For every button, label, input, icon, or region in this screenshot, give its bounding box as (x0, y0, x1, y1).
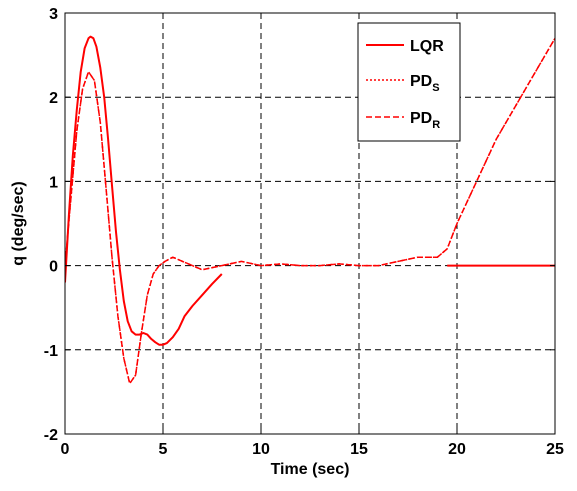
series-layer (65, 35, 555, 385)
x-tick-label: 0 (61, 441, 70, 458)
legend-label-main: PD (410, 73, 432, 90)
plot-background (65, 13, 555, 434)
series-line-pdr (65, 37, 555, 385)
x-tick-label: 5 (159, 441, 168, 458)
x-tick-label: 20 (448, 441, 466, 458)
series-line-lqr (65, 35, 223, 346)
plot-frame (64, 12, 556, 435)
legend-label-subscript: R (432, 119, 440, 131)
legend-label-pdr: PDR (410, 110, 440, 131)
legend-label-lqr: LQR (410, 38, 444, 55)
y-tick-label: -1 (44, 343, 58, 360)
ticks: 0 5 10 15 20 25 -2 -1 0 1 2 3 (44, 6, 564, 458)
y-axis-title: q (deg/sec) (10, 181, 27, 265)
legend-label-subscript: S (432, 82, 439, 94)
x-tick-label: 10 (252, 441, 270, 458)
x-tick-label: 15 (350, 441, 368, 458)
x-tick-label: 25 (546, 441, 564, 458)
x-axis-title: Time (sec) (271, 461, 350, 478)
legend-label-main: LQR (410, 38, 444, 55)
y-tick-label: 0 (49, 259, 58, 276)
legend-label-pds: PDS (410, 73, 440, 94)
legend-box (357, 22, 461, 142)
y-tick-label: 1 (49, 174, 58, 191)
legend-label-main: PD (410, 110, 432, 127)
y-tick-label: -2 (44, 427, 58, 444)
y-tick-label: 3 (49, 6, 58, 23)
y-tick-label: 2 (49, 90, 58, 107)
